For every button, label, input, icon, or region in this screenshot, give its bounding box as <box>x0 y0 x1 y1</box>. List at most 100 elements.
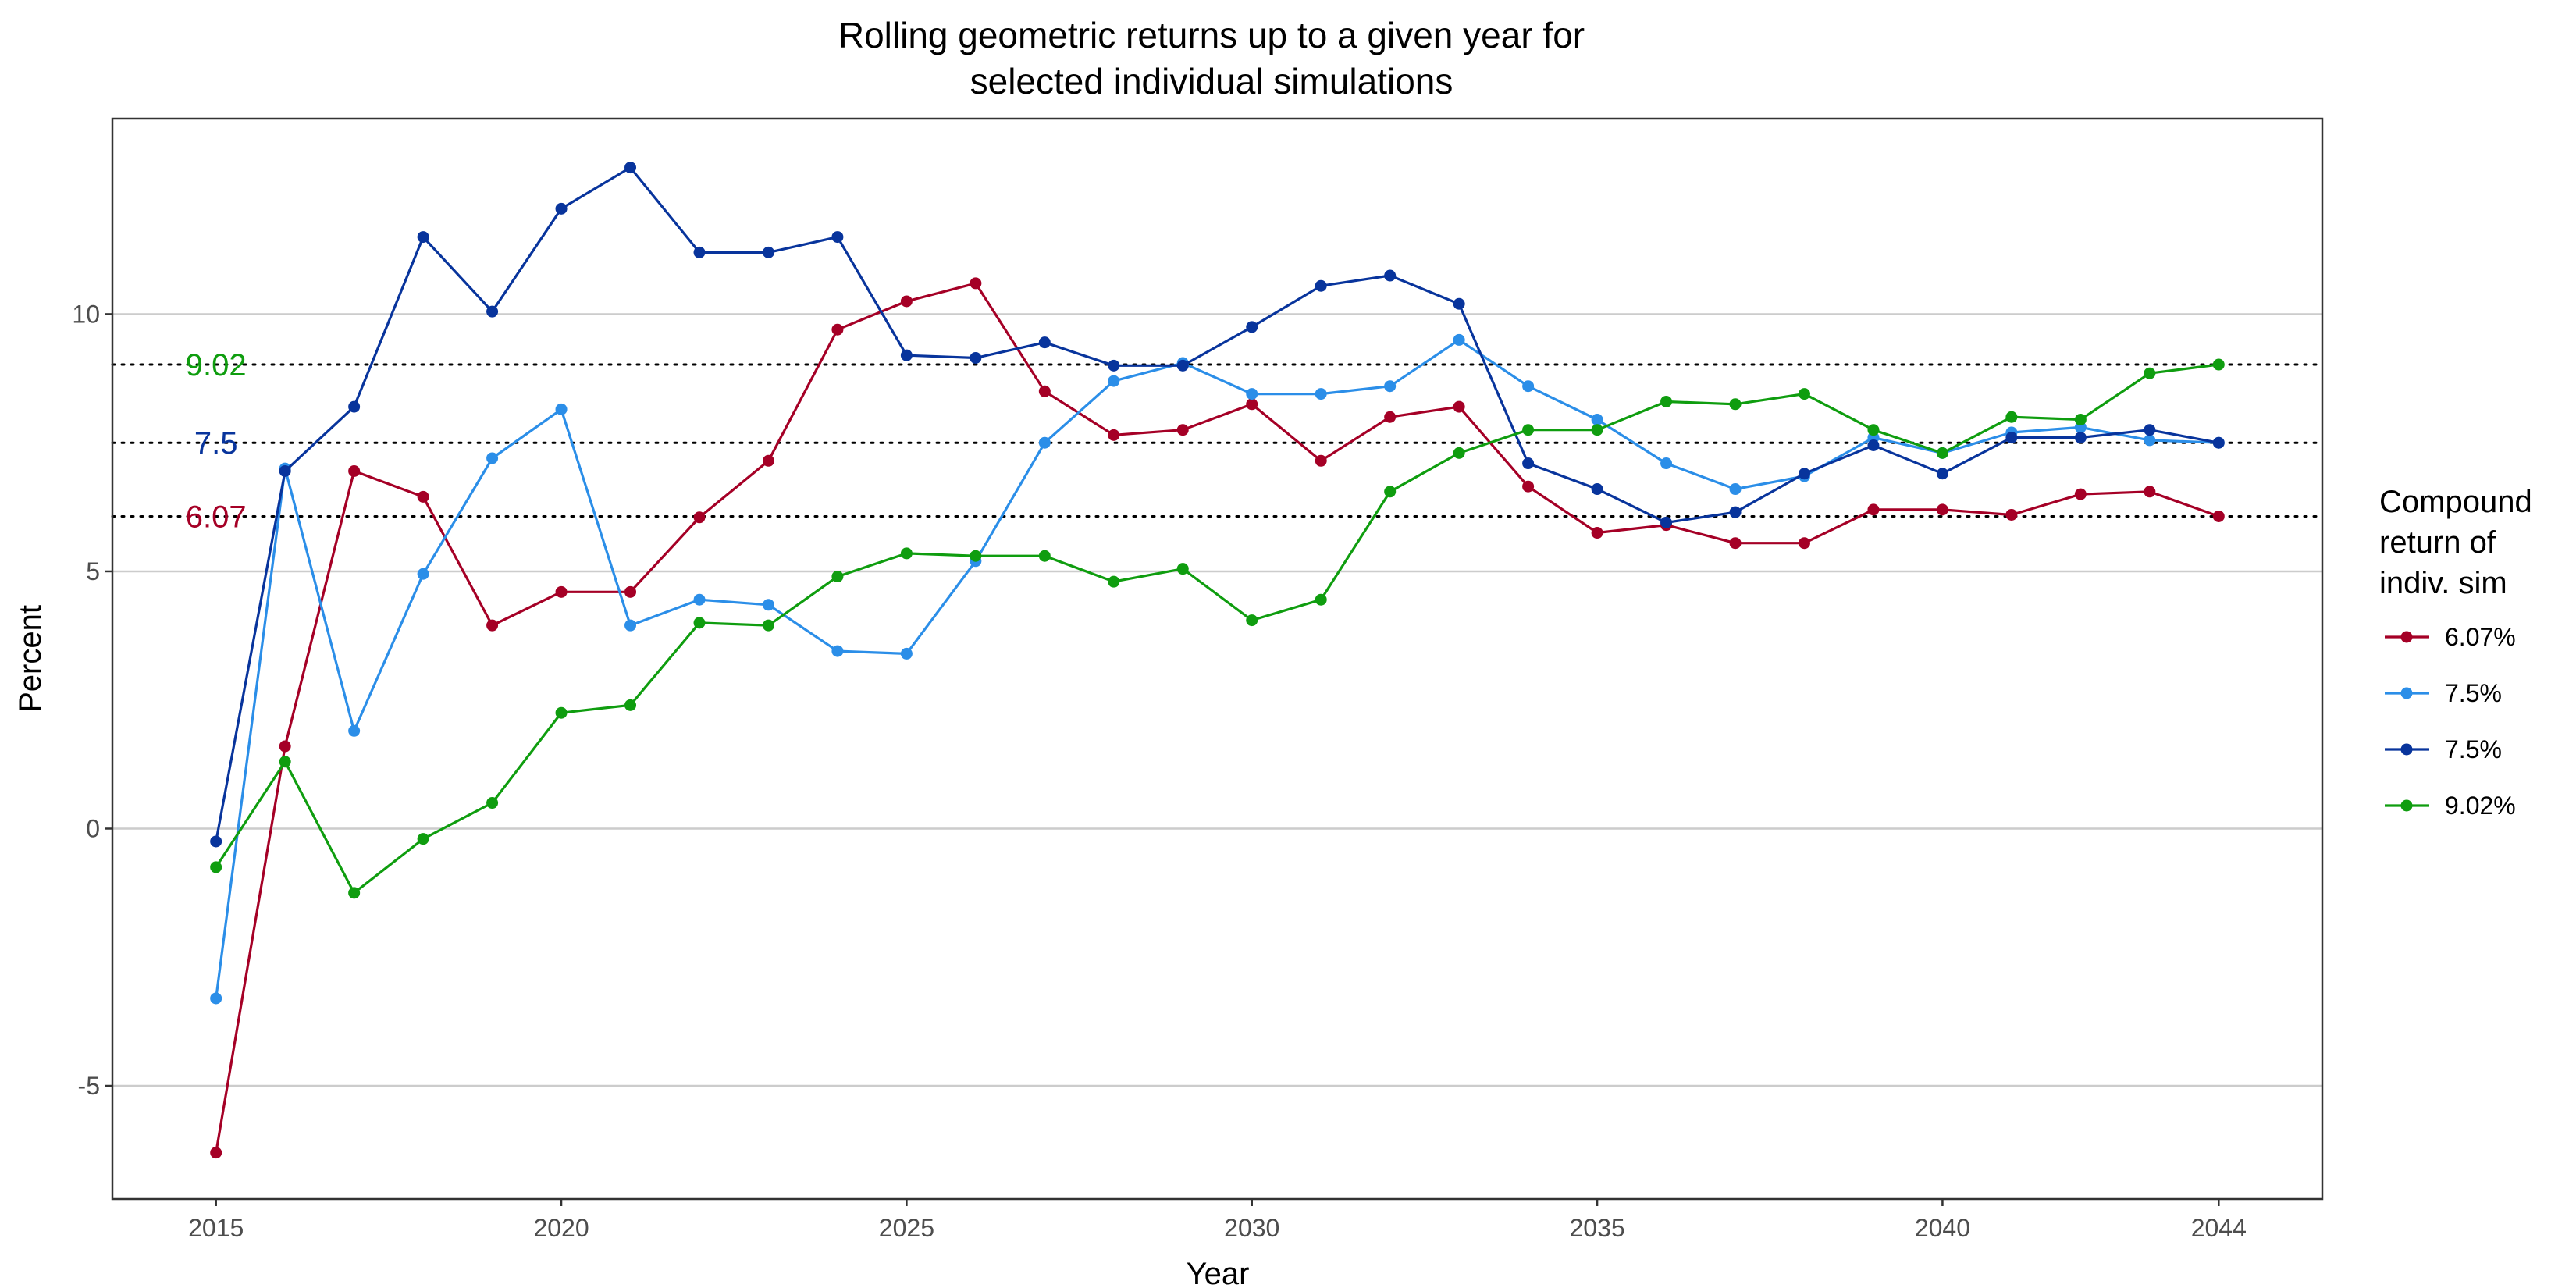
series-0-point-26 <box>2005 508 2018 521</box>
series-1-point-12 <box>1038 436 1051 449</box>
legend-label-2: 7.5% <box>2445 735 2502 763</box>
series-3-point-1 <box>279 756 291 768</box>
series-1-point-15 <box>1246 388 1258 400</box>
y-tick-label-0: -5 <box>78 1072 100 1100</box>
series-3-point-20 <box>1591 424 1603 436</box>
series-3-point-9 <box>831 571 844 583</box>
series-1-point-21 <box>1660 457 1673 470</box>
legend-item-2: 7.5% <box>2385 735 2502 763</box>
y-axis: -5 0 5 10 <box>72 300 112 1100</box>
series-3-point-5 <box>555 706 568 719</box>
series-2-point-28 <box>2144 424 2156 436</box>
reference-label-0: 9.02 <box>186 348 247 382</box>
series-1-point-9 <box>831 645 844 657</box>
legend-label-1: 7.5% <box>2445 679 2502 707</box>
series-2-point-15 <box>1246 321 1258 333</box>
series-2-point-26 <box>2005 432 2018 444</box>
series-2-point-6 <box>624 162 637 174</box>
series-1-point-20 <box>1591 414 1603 426</box>
series-1-point-3 <box>417 568 429 580</box>
chart-title-line-1: Rolling geometric returns up to a given … <box>838 15 1585 55</box>
y-tick-label-3: 10 <box>72 300 100 328</box>
series-0-point-13 <box>1108 429 1120 441</box>
series-3-point-4 <box>486 797 499 809</box>
series-0-point-16 <box>1315 454 1327 467</box>
reference-label-1: 7.5 <box>194 426 238 461</box>
series-1-point-2 <box>348 724 361 737</box>
series-3-point-7 <box>693 617 706 629</box>
series-3-point-21 <box>1660 395 1673 407</box>
series-2-point-12 <box>1038 336 1051 349</box>
legend-label-3: 9.02% <box>2445 792 2516 820</box>
series-0-point-4 <box>486 619 499 632</box>
legend-key-point-2 <box>2400 743 2413 756</box>
series-0-point-20 <box>1591 527 1603 539</box>
x-tick-label-1: 2020 <box>533 1214 589 1242</box>
reference-label-2: 6.07 <box>186 500 247 534</box>
x-tick-label-2: 2025 <box>879 1214 934 1242</box>
series-2-point-18 <box>1453 297 1465 310</box>
series-2-point-27 <box>2074 432 2087 444</box>
series-3-point-16 <box>1315 593 1327 606</box>
series-0-point-19 <box>1522 480 1535 493</box>
series-0-point-29 <box>2212 510 2225 522</box>
series-2-point-13 <box>1108 359 1120 372</box>
reference-lines: 9.02 7.5 6.07 <box>111 348 2324 534</box>
series-2-point-17 <box>1384 269 1397 282</box>
series-2-point-24 <box>1867 439 1880 451</box>
legend: Compound return of indiv. sim 6.07% 7.5% 7… <box>2379 485 2532 820</box>
series-3-point-25 <box>1936 447 1948 459</box>
series-2-point-9 <box>831 231 844 244</box>
grid-lines <box>112 313 2322 1087</box>
series-2-point-25 <box>1936 468 1948 480</box>
series-2-point-21 <box>1660 516 1673 528</box>
series-3-point-0 <box>210 861 222 873</box>
series-1-point-7 <box>693 593 706 606</box>
series-0-point-3 <box>417 490 429 503</box>
series-2-point-7 <box>693 246 706 258</box>
legend-item-0: 6.07% <box>2385 623 2516 651</box>
series-1-point-28 <box>2144 434 2156 447</box>
series-0-point-5 <box>555 585 568 598</box>
series-line-2 <box>215 166 2219 842</box>
series-2-point-8 <box>762 246 774 258</box>
series-3-point-13 <box>1108 575 1120 588</box>
chart-title-line-2: selected individual simulations <box>970 61 1453 101</box>
series-2-point-23 <box>1798 468 1810 480</box>
series-1-point-17 <box>1384 380 1397 393</box>
x-tick-label-5: 2040 <box>1915 1214 1970 1242</box>
legend-title-line-1: Compound <box>2379 485 2532 519</box>
legend-title-line-2: return of <box>2379 525 2496 560</box>
legend-key-point-1 <box>2400 687 2413 699</box>
series-3-point-28 <box>2144 367 2156 379</box>
series-2-point-14 <box>1176 359 1189 372</box>
legend-key-point-0 <box>2400 631 2413 643</box>
series-1-point-5 <box>555 403 568 415</box>
series-3 <box>210 358 2225 899</box>
series-0-point-17 <box>1384 411 1397 423</box>
series-2-point-16 <box>1315 279 1327 292</box>
series-2-point-19 <box>1522 457 1535 470</box>
series-2-point-0 <box>210 835 222 848</box>
series-2-point-4 <box>486 305 499 318</box>
y-tick-label-1: 0 <box>86 814 100 842</box>
x-tick-label-6: 2044 <box>2191 1214 2247 1242</box>
series-3-point-14 <box>1176 563 1189 575</box>
series-0-point-23 <box>1798 537 1810 550</box>
series-0-point-25 <box>1936 503 1948 516</box>
x-tick-label-3: 2030 <box>1224 1214 1279 1242</box>
series-2-point-11 <box>970 351 982 364</box>
series-1 <box>210 333 2225 1005</box>
series-0-point-7 <box>693 511 706 524</box>
series-line-3 <box>215 363 2219 895</box>
x-tick-label-0: 2015 <box>188 1214 244 1242</box>
series-2 <box>210 162 2225 848</box>
series-3-point-29 <box>2212 358 2225 371</box>
series-3-point-15 <box>1246 614 1258 627</box>
series-1-point-19 <box>1522 380 1535 393</box>
series-1-point-13 <box>1108 375 1120 387</box>
series-3-point-10 <box>900 547 913 560</box>
series-3-point-23 <box>1798 388 1810 400</box>
series-2-point-20 <box>1591 483 1603 496</box>
y-tick-label-2: 5 <box>86 557 100 585</box>
